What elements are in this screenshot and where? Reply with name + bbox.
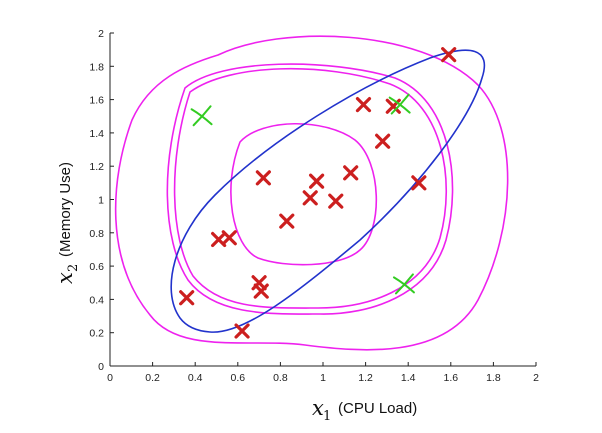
data-point-x-marker — [221, 230, 237, 246]
x-tick-label: 0 — [107, 372, 113, 384]
x-axis-var: x — [312, 396, 324, 420]
x-tick-label: 0.8 — [273, 372, 288, 384]
x-tick-label: 1.2 — [358, 372, 373, 384]
y-tick-label: 2 — [98, 28, 104, 40]
data-point-x-marker — [179, 290, 195, 306]
anomaly-marker — [190, 105, 213, 127]
x-tick-label: 1.8 — [486, 372, 501, 384]
data-point-x-marker — [253, 283, 269, 299]
y-tick-label: 0.4 — [89, 294, 104, 306]
data-point-x-marker — [302, 190, 318, 206]
density-contours — [114, 35, 509, 351]
data-point-x-marker — [255, 170, 271, 186]
data-point-x-marker — [411, 175, 427, 191]
contour-middle — [166, 63, 454, 315]
y-ticks: 0 0.2 0.4 0.6 0.8 1 1.2 1.4 1.6 1.8 2 — [89, 28, 114, 373]
y-tick-label: 1.2 — [89, 161, 104, 173]
data-markers — [179, 47, 457, 339]
y-tick-label: 1.6 — [89, 95, 104, 107]
x-tick-label: 0.4 — [188, 372, 203, 384]
y-tick-label: 0.2 — [89, 328, 104, 340]
x-axis-title: x 1 (CPU Load) — [312, 396, 417, 424]
contour-middle-2 — [173, 67, 447, 309]
y-axis-var: x — [53, 272, 77, 284]
data-point-x-marker — [375, 133, 391, 149]
y-tick-label: 0.6 — [89, 261, 104, 273]
y-tick-label: 0.8 — [89, 228, 104, 240]
contour-outer — [114, 35, 509, 351]
x-ticks: 0 0.2 0.4 0.6 0.8 1 1.2 1.4 1.6 1.8 2 — [107, 362, 539, 384]
gaussian-ellipse — [170, 49, 486, 333]
x-axis-text: (CPU Load) — [338, 400, 417, 417]
data-point-x-marker — [234, 323, 250, 339]
anomaly-marker — [392, 273, 415, 295]
contour-inner — [230, 122, 378, 266]
data-point-x-marker — [343, 165, 359, 181]
x-axis-sub: 1 — [323, 409, 331, 424]
data-point-x-marker — [328, 193, 344, 209]
x-tick-label: 0.6 — [230, 372, 245, 384]
y-tick-label: 1.4 — [89, 128, 104, 140]
x-tick-label: 0.2 — [145, 372, 160, 384]
x-tick-label: 1 — [320, 372, 326, 384]
data-point-x-marker — [279, 213, 295, 229]
y-tick-label: 0 — [98, 361, 104, 373]
x-tick-label: 1.6 — [443, 372, 458, 384]
x-tick-label: 2 — [533, 372, 539, 384]
anomaly-marker — [388, 93, 411, 115]
y-axis-title: x 2 (Memory Use) — [53, 162, 81, 284]
data-point-x-marker — [355, 96, 372, 113]
y-tick-label: 1 — [98, 195, 104, 207]
data-point-x-marker — [441, 47, 457, 63]
y-axis-sub: 2 — [66, 264, 81, 272]
data-point-x-marker — [309, 173, 325, 189]
y-tick-label: 1.8 — [89, 61, 104, 73]
y-axis-text: (Memory Use) — [57, 162, 74, 257]
x-tick-label: 1.4 — [401, 372, 416, 384]
ellipse-contour — [170, 49, 486, 333]
